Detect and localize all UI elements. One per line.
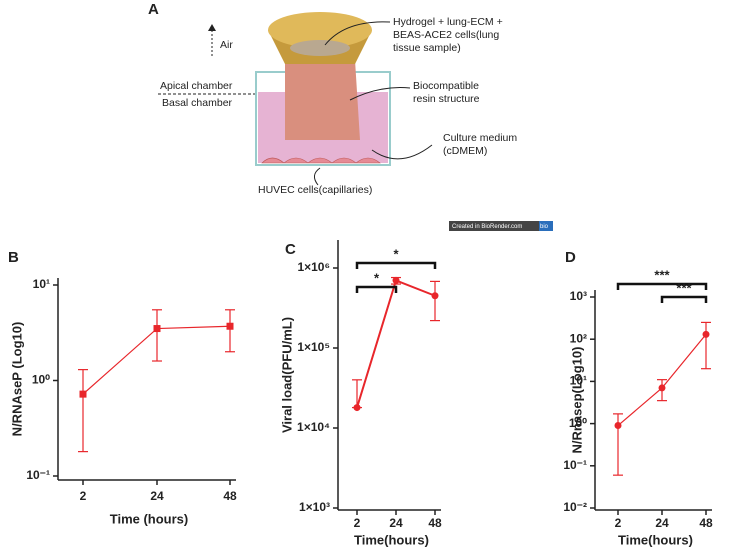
point: [353, 404, 361, 412]
pointer: [314, 167, 321, 186]
y-tick-label: 10¹: [570, 374, 587, 388]
x-tick-label: 48: [428, 516, 442, 530]
label: (cDMEM): [443, 145, 487, 157]
label: Culture medium: [443, 132, 517, 144]
point: [153, 325, 161, 333]
x-tick-label: 2: [615, 516, 622, 530]
badge: [449, 221, 539, 231]
label: Basal chamber: [162, 97, 233, 109]
panel-letter: A: [148, 1, 159, 18]
arrow-head: [208, 24, 216, 31]
label: Hydrogel + lung-ECM +: [393, 16, 503, 28]
significance-bracket: [616, 282, 708, 290]
label: BEAS-ACE2 cells(lung: [393, 29, 499, 41]
panel-letter: C: [285, 241, 296, 258]
pointer: [371, 144, 433, 160]
x-axis-label: Time (hours): [110, 511, 189, 526]
y-tick-label: 10³: [570, 289, 587, 303]
badge-logo: [539, 221, 553, 231]
significance-label: *: [374, 270, 380, 285]
label: resin structure: [413, 93, 480, 105]
y-axis-label: N/RNAseP (Log10): [9, 322, 24, 437]
x-tick-label: 24: [655, 516, 669, 530]
point: [431, 292, 439, 300]
y-tick-label: 1×10⁶: [297, 260, 330, 274]
y-axis-label: N/Rnasep(Log10): [569, 347, 584, 454]
point: [614, 422, 622, 430]
significance-label: ***: [654, 267, 670, 282]
y-tick-label: 10²: [570, 331, 587, 345]
y-tick-label: 10⁻¹: [26, 468, 50, 482]
y-tick-label: 10⁻²: [563, 500, 587, 514]
y-tick-label: 1×10³: [299, 500, 330, 514]
point: [658, 384, 666, 392]
label: Air: [220, 39, 233, 51]
significance-bracket: [355, 261, 437, 269]
point: [79, 390, 87, 398]
y-tick-label: 10¹: [33, 277, 50, 291]
point: [226, 322, 234, 330]
label: tissue sample): [393, 42, 461, 54]
panel-letter: D: [565, 249, 576, 266]
significance-bracket: [660, 295, 708, 303]
y-tick-label: 10⁰: [32, 373, 50, 387]
y-tick-label: 10⁰: [569, 416, 587, 430]
panel-a: A Air Apical chamber Basal chamber Hydro…: [148, 1, 553, 231]
label: Biocompatible: [413, 80, 479, 92]
huvec-cells: [261, 157, 381, 164]
x-tick-label: 24: [150, 489, 164, 503]
resin-structure: [285, 60, 360, 140]
point: [702, 330, 710, 338]
x-tick-label: 2: [354, 516, 361, 530]
pointer: [349, 87, 411, 101]
label: Apical chamber: [160, 80, 233, 92]
x-tick-label: 2: [80, 489, 87, 503]
badge-logo-text: bio: [540, 224, 549, 230]
significance-label: *: [393, 246, 399, 261]
x-axis-label: Time(hours): [354, 532, 429, 547]
y-tick-label: 1×10⁵: [297, 340, 330, 354]
point: [392, 276, 400, 284]
y-axis-label: Viral load(PFU/mL): [279, 317, 294, 433]
label: HUVEC cells(capillaries): [258, 184, 372, 196]
panel-letter: B: [8, 249, 19, 266]
series-line: [356, 279, 436, 408]
pointer: [324, 21, 391, 46]
y-tick-label: 1×10⁴: [297, 420, 330, 434]
x-tick-label: 24: [389, 516, 403, 530]
cup-rim: [268, 12, 372, 48]
y-tick-label: 10⁻¹: [563, 458, 587, 472]
hydrogel: [290, 40, 350, 56]
x-axis-label: Time(hours): [618, 532, 693, 547]
x-tick-label: 48: [699, 516, 713, 530]
significance-label: ***: [676, 280, 692, 295]
significance-bracket: [355, 285, 398, 293]
badge-text: Created in BioRender.com: [452, 224, 522, 230]
x-tick-label: 48: [223, 489, 237, 503]
